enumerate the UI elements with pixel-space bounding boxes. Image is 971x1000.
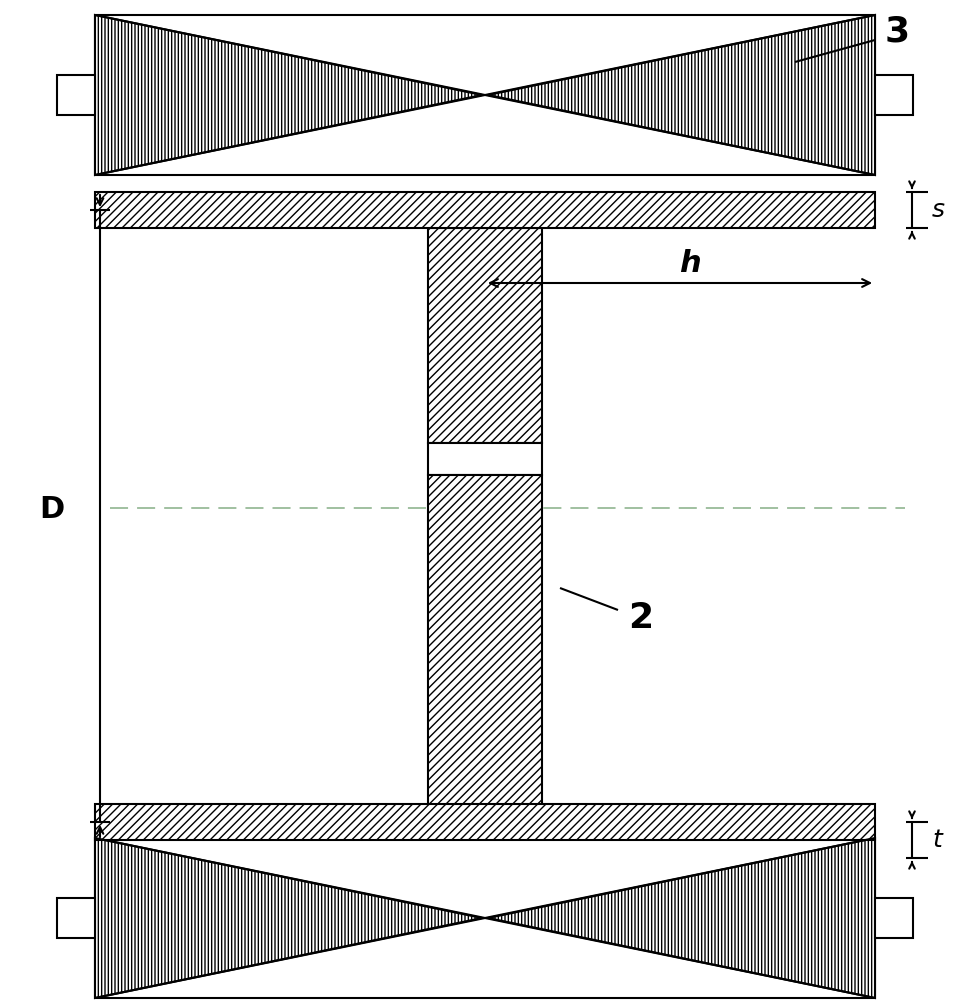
Bar <box>428 443 542 475</box>
Bar <box>57 75 95 115</box>
Polygon shape <box>488 838 875 998</box>
Polygon shape <box>95 838 482 998</box>
Bar <box>428 475 542 822</box>
Text: s: s <box>932 198 945 222</box>
Text: 3: 3 <box>885 15 910 49</box>
Bar <box>428 228 542 443</box>
Polygon shape <box>488 15 875 175</box>
Polygon shape <box>95 15 482 175</box>
Text: 2: 2 <box>628 601 653 635</box>
Bar <box>95 192 875 228</box>
Text: h: h <box>679 249 701 278</box>
Bar <box>875 75 913 115</box>
Text: D: D <box>40 495 65 524</box>
Bar <box>95 15 875 175</box>
Text: t: t <box>932 828 942 852</box>
Bar <box>875 898 913 938</box>
Bar <box>95 804 875 840</box>
Bar <box>57 898 95 938</box>
Bar <box>95 838 875 998</box>
